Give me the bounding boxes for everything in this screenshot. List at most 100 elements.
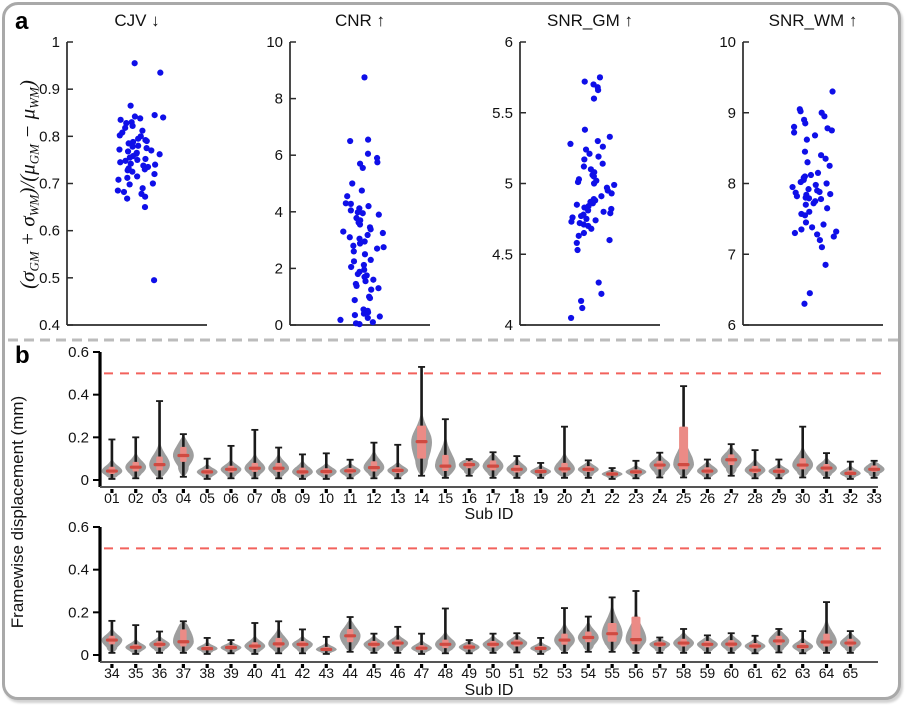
median-line: [558, 638, 571, 642]
sub-id-label: 26: [700, 490, 716, 506]
data-point: [348, 263, 355, 271]
median-line: [796, 463, 809, 467]
data-point: [134, 173, 141, 180]
violin: [625, 590, 647, 654]
sub-id-label: 21: [581, 490, 597, 506]
data-point: [365, 203, 372, 210]
data-point: [347, 207, 354, 214]
median-line: [463, 463, 476, 467]
data-point: [337, 316, 344, 324]
data-point: [361, 74, 368, 81]
data-point: [816, 237, 823, 244]
ylabel-symbol: μ: [15, 164, 40, 175]
x-tick: [634, 664, 638, 668]
x-tick: [824, 664, 829, 668]
data-point: [361, 266, 368, 273]
violin: [292, 453, 313, 480]
data-point: [816, 188, 823, 196]
x-tick: [157, 664, 162, 668]
violin: [387, 625, 409, 654]
data-point: [135, 135, 142, 142]
x-tick: [181, 489, 185, 493]
violin: [768, 628, 790, 654]
y-tick-label: 4: [275, 204, 283, 221]
median-line: [629, 638, 642, 642]
sub-id-label: 29: [771, 490, 787, 506]
violin: [244, 622, 266, 655]
violin: [339, 458, 361, 480]
ylabel-subscript: WM: [26, 194, 42, 217]
x-tick: [396, 489, 400, 493]
data-point: [567, 140, 574, 147]
data-point: [346, 234, 353, 241]
violin: [863, 459, 885, 479]
strip-plot-4: 6 7 8 9 10 SNR_WM ↑: [719, 11, 883, 334]
data-point: [129, 122, 136, 130]
sub-id-label: 28: [747, 490, 763, 506]
x-tick: [467, 664, 471, 668]
data-point: [827, 191, 834, 198]
strip-plot-2: 0 2 4 6 8 10 CNR ↑: [266, 11, 430, 334]
sub-id-label: 39: [223, 665, 239, 681]
data-point: [606, 237, 613, 244]
data-point: [821, 113, 828, 120]
sub-id-label: 11: [343, 490, 358, 506]
sub-id-label: 16: [461, 490, 477, 506]
data-point: [802, 201, 809, 208]
sub-id-label: 45: [366, 665, 382, 681]
sub-id-label: 59: [700, 665, 716, 681]
median-line: [653, 463, 666, 467]
data-point: [808, 224, 816, 231]
median-line: [844, 641, 857, 645]
data-point: [364, 314, 371, 322]
violin: [554, 607, 575, 654]
sub-id-label: 49: [461, 665, 477, 681]
data-point: [131, 113, 139, 120]
median-line: [606, 472, 619, 476]
x-tick: [848, 489, 852, 493]
data-point: [578, 212, 585, 220]
median-line: [772, 639, 785, 643]
data-point: [580, 229, 588, 237]
sub-id-label: 60: [723, 665, 739, 681]
median-line: [701, 469, 714, 473]
x-tick: [586, 664, 590, 668]
data-point: [583, 215, 590, 222]
data-point: [157, 69, 164, 76]
sub-id-label: 35: [128, 665, 144, 681]
data-point: [599, 143, 606, 150]
median-line: [558, 467, 571, 471]
data-point: [356, 321, 363, 328]
data-point: [579, 304, 586, 312]
sub-id-label: 19: [533, 490, 549, 506]
x-tick: [705, 489, 710, 493]
ylabel-subscript: WM: [26, 87, 42, 109]
x-tick: [634, 489, 638, 493]
x-tick: [300, 664, 305, 668]
violin: [387, 443, 409, 480]
data-point: [129, 168, 136, 175]
violin: [315, 635, 337, 655]
data-point: [149, 180, 156, 187]
data-point: [148, 147, 155, 154]
sub-id-label: 24: [652, 490, 668, 506]
median-line: [272, 642, 285, 646]
median-line: [225, 467, 238, 471]
median-line: [534, 469, 547, 474]
sub-id-label: 63: [795, 665, 811, 681]
violin: [697, 458, 718, 480]
median-line: [248, 466, 261, 470]
data-point: [582, 146, 590, 153]
data-point: [818, 244, 826, 251]
x-tick: [229, 664, 233, 668]
x-tick: [443, 664, 447, 668]
data-point: [793, 193, 801, 200]
sub-id-label: 54: [581, 665, 597, 681]
data-point: [124, 195, 131, 202]
x-tick: [491, 489, 495, 493]
violin-row-1: 0 0.2 0.4 0.6 01 02 03 04 05 06 07 08 09 10 11 12 13 14 15…: [68, 344, 885, 523]
data-point: [833, 228, 840, 235]
violin: [315, 452, 337, 480]
plot-title: CJV ↓: [114, 11, 159, 30]
